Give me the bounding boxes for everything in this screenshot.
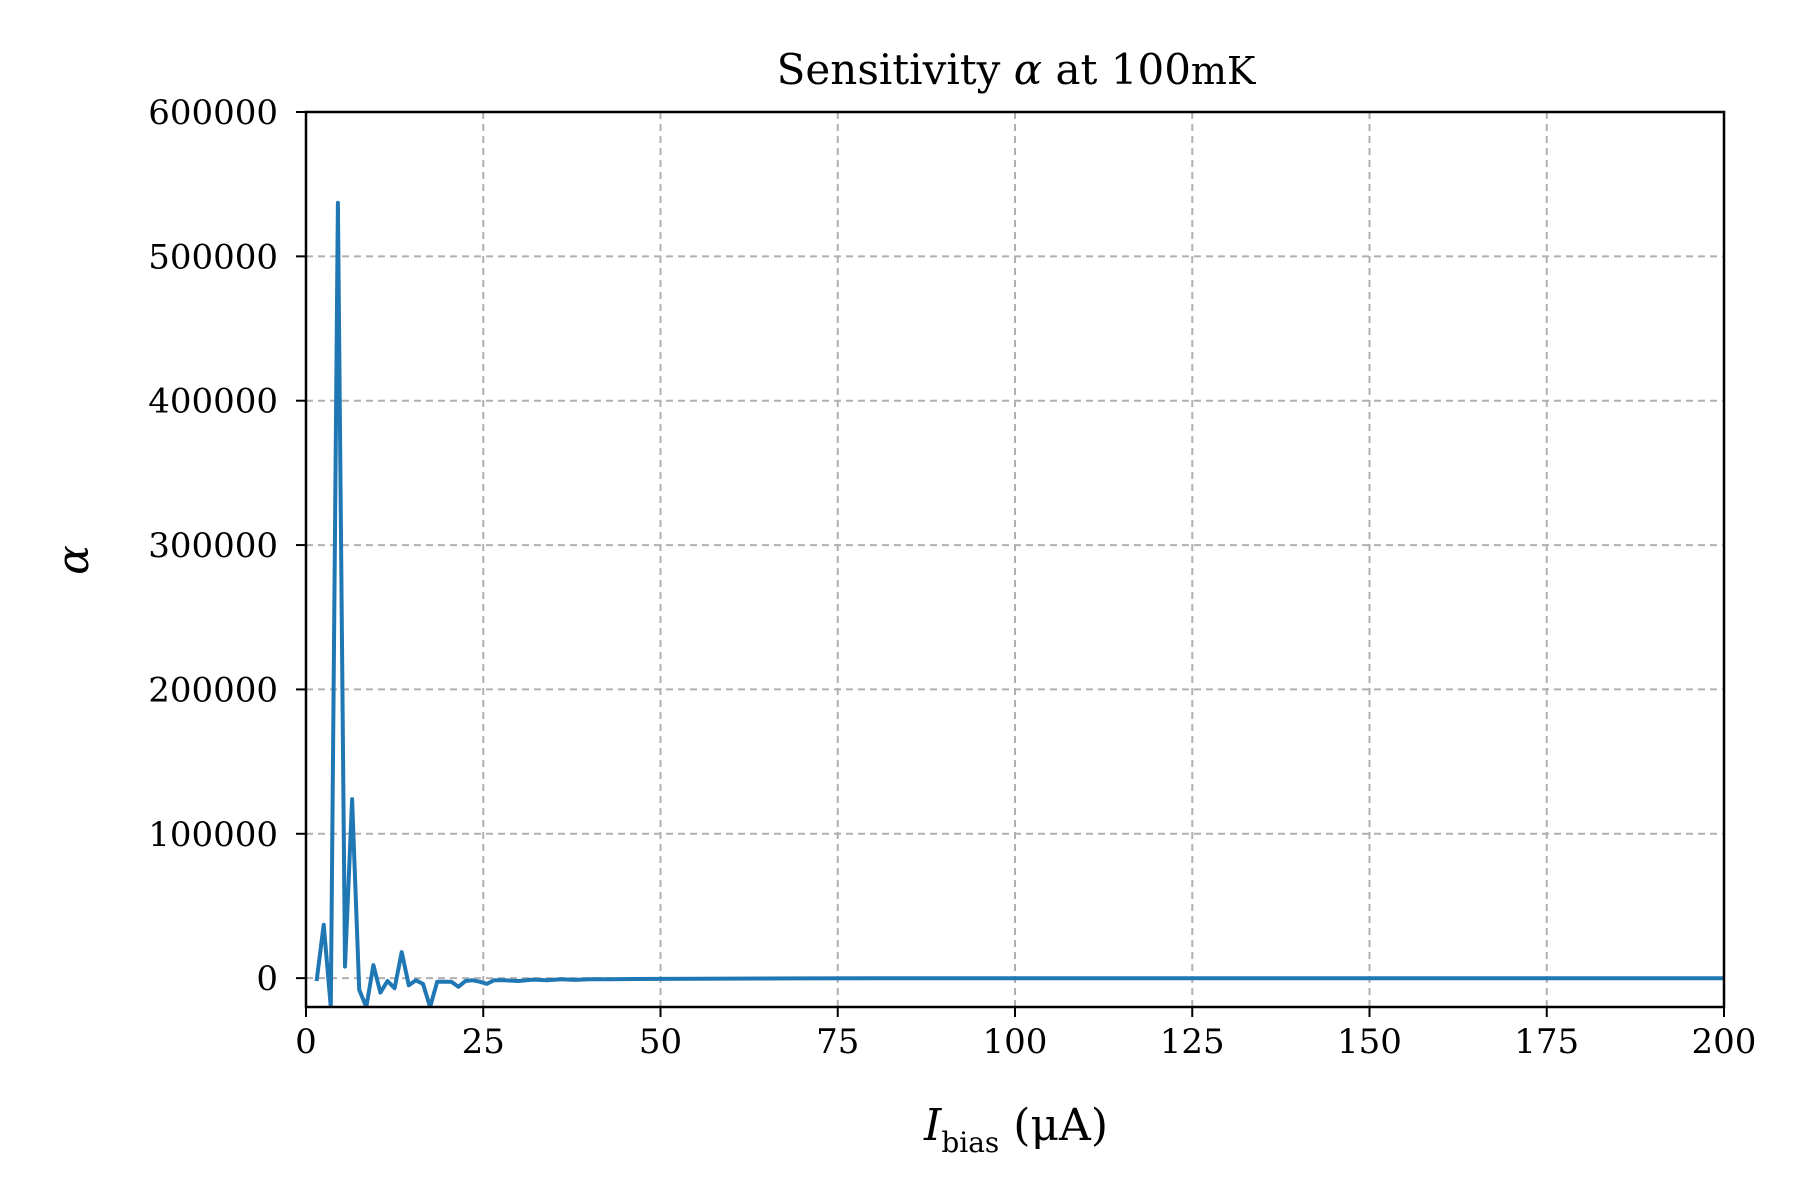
chart-title: Sensitivity α at 100mK: [777, 45, 1256, 94]
title-unit: mK: [1191, 49, 1256, 93]
x-tick-label: 150: [1337, 1022, 1402, 1062]
title-symbol: α: [1014, 45, 1042, 94]
y-tick-label: 500000: [148, 237, 278, 277]
x-axis-label-var: I: [923, 1100, 943, 1151]
x-tick-label: 175: [1514, 1022, 1579, 1062]
x-tick-label: 200: [1692, 1022, 1757, 1062]
x-axis-label-sub: bias: [941, 1126, 999, 1159]
title-main: Sensitivity: [777, 45, 1001, 94]
y-tick-label: 300000: [148, 526, 278, 566]
x-axis-label-unit: (μA): [999, 1100, 1108, 1151]
y-tick-label: 400000: [148, 382, 278, 422]
x-tick-label: 50: [639, 1022, 682, 1062]
x-tick-label: 25: [462, 1022, 505, 1062]
x-tick-label: 100: [983, 1022, 1048, 1062]
x-axis-label: Ibias (μA): [923, 1100, 1108, 1159]
y-tick-label: 0: [256, 959, 278, 999]
y-tick-label: 100000: [148, 815, 278, 855]
series-layer: [314, 200, 1724, 1007]
x-tick-label: 75: [816, 1022, 859, 1062]
y-axis-label: α: [48, 545, 99, 575]
series-line: [314, 200, 1724, 1007]
x-tick-label: 0: [295, 1022, 317, 1062]
x-tick-label: 125: [1160, 1022, 1225, 1062]
ticks: 0 25 50 75 100 125 150 175 200 0 100000 200000 30000…: [148, 93, 1756, 1062]
title-mid: at 100: [1042, 45, 1191, 94]
y-tick-label: 200000: [148, 670, 278, 710]
y-tick-label: 600000: [148, 93, 278, 133]
